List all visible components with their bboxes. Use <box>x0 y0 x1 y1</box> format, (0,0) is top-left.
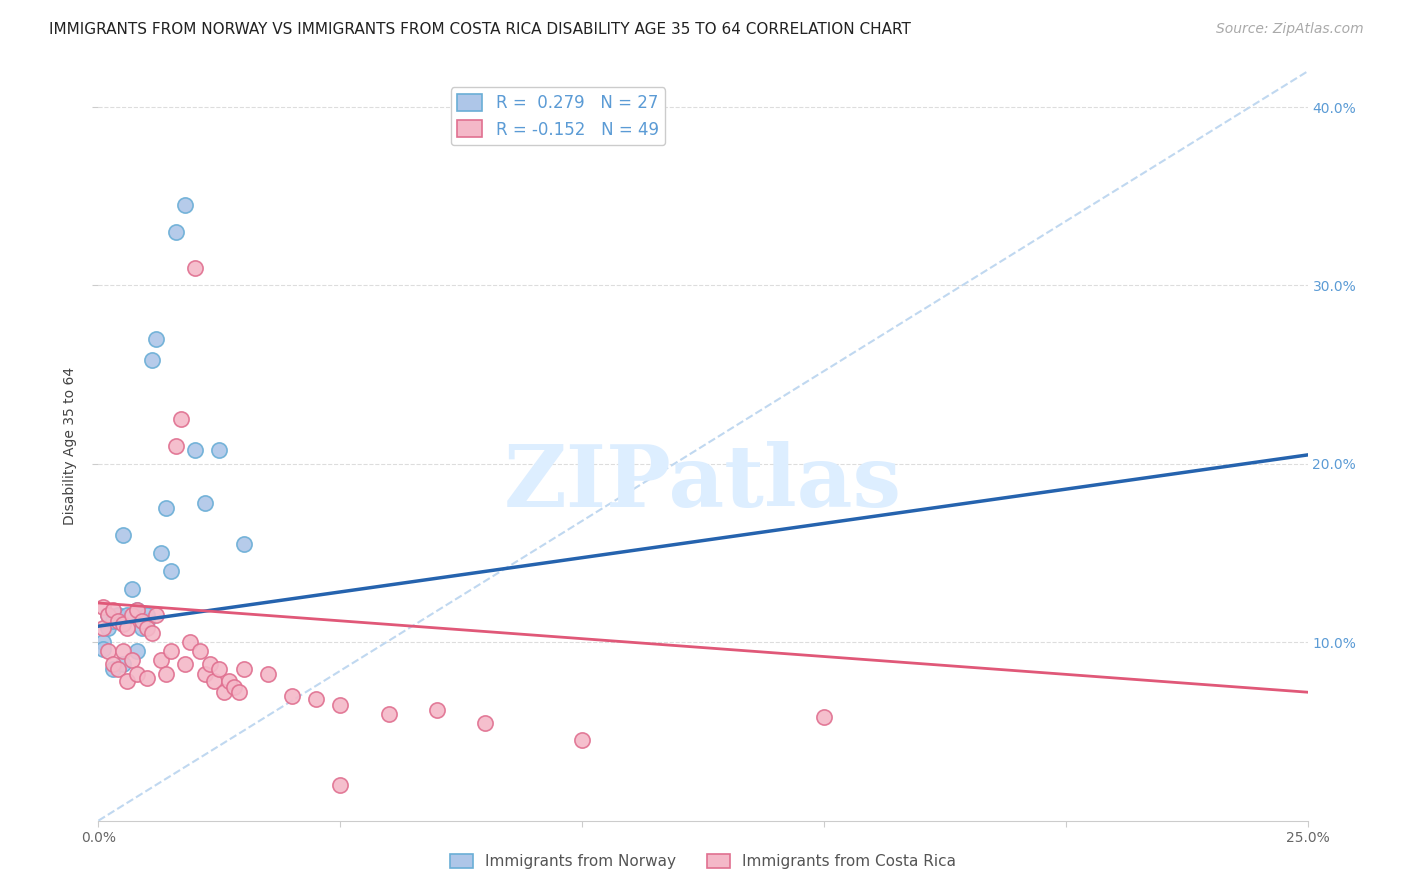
Text: Source: ZipAtlas.com: Source: ZipAtlas.com <box>1216 22 1364 37</box>
Point <box>111 617 134 632</box>
Point <box>188 644 211 658</box>
Point <box>135 614 157 628</box>
Point <box>329 778 352 792</box>
Point <box>135 671 157 685</box>
Point <box>212 685 235 699</box>
Point <box>91 599 114 614</box>
Point <box>150 653 173 667</box>
Point <box>107 662 129 676</box>
Point <box>121 608 143 623</box>
Point <box>571 733 593 747</box>
Point <box>97 608 120 623</box>
Point <box>377 706 399 721</box>
Point <box>194 496 217 510</box>
Point <box>165 439 187 453</box>
Point <box>131 614 153 628</box>
Point <box>150 546 173 560</box>
Point <box>160 564 183 578</box>
Point <box>97 608 120 623</box>
Point <box>426 703 449 717</box>
Point <box>194 667 217 681</box>
Point <box>127 644 149 658</box>
Point <box>305 692 328 706</box>
Point <box>97 644 120 658</box>
Point <box>107 614 129 628</box>
Point <box>155 667 177 681</box>
Point <box>127 603 149 617</box>
Point <box>135 608 157 623</box>
Point <box>198 657 221 671</box>
Point <box>145 608 167 623</box>
Point <box>91 621 114 635</box>
Point <box>141 626 163 640</box>
Point <box>174 198 197 212</box>
Point <box>208 442 231 457</box>
Point <box>117 608 139 623</box>
Point <box>131 621 153 635</box>
Point <box>169 412 191 426</box>
Point <box>111 528 134 542</box>
Point <box>165 225 187 239</box>
Point <box>218 674 240 689</box>
Point <box>281 689 304 703</box>
Point <box>107 608 129 623</box>
Point <box>232 537 254 551</box>
Point <box>174 657 197 671</box>
Point <box>160 644 183 658</box>
Point <box>111 644 134 658</box>
Point <box>121 653 143 667</box>
Point <box>101 603 124 617</box>
Point <box>179 635 201 649</box>
Point <box>228 685 250 699</box>
Point <box>135 621 157 635</box>
Point <box>91 635 114 649</box>
Point <box>204 674 226 689</box>
Text: ZIPatlas: ZIPatlas <box>503 442 903 525</box>
Point <box>145 332 167 346</box>
Point <box>101 614 124 628</box>
Point <box>117 621 139 635</box>
Point <box>117 674 139 689</box>
Point <box>121 582 143 596</box>
Point <box>232 662 254 676</box>
Point <box>141 353 163 368</box>
Legend: R =  0.279   N = 27, R = -0.152   N = 49: R = 0.279 N = 27, R = -0.152 N = 49 <box>450 87 665 145</box>
Point <box>184 442 207 457</box>
Point <box>97 621 120 635</box>
Point <box>91 642 114 657</box>
Point <box>155 501 177 516</box>
Point <box>127 603 149 617</box>
Point <box>208 662 231 676</box>
Point <box>127 667 149 681</box>
Point <box>256 667 278 681</box>
Point <box>329 698 352 712</box>
Legend: Immigrants from Norway, Immigrants from Costa Rica: Immigrants from Norway, Immigrants from … <box>444 848 962 875</box>
Point <box>101 662 124 676</box>
Text: IMMIGRANTS FROM NORWAY VS IMMIGRANTS FROM COSTA RICA DISABILITY AGE 35 TO 64 COR: IMMIGRANTS FROM NORWAY VS IMMIGRANTS FRO… <box>49 22 911 37</box>
Point <box>101 657 124 671</box>
Point <box>111 657 134 671</box>
Point <box>474 715 496 730</box>
Point <box>813 710 835 724</box>
Y-axis label: Disability Age 35 to 64: Disability Age 35 to 64 <box>63 367 77 525</box>
Point <box>184 260 207 275</box>
Point <box>222 680 245 694</box>
